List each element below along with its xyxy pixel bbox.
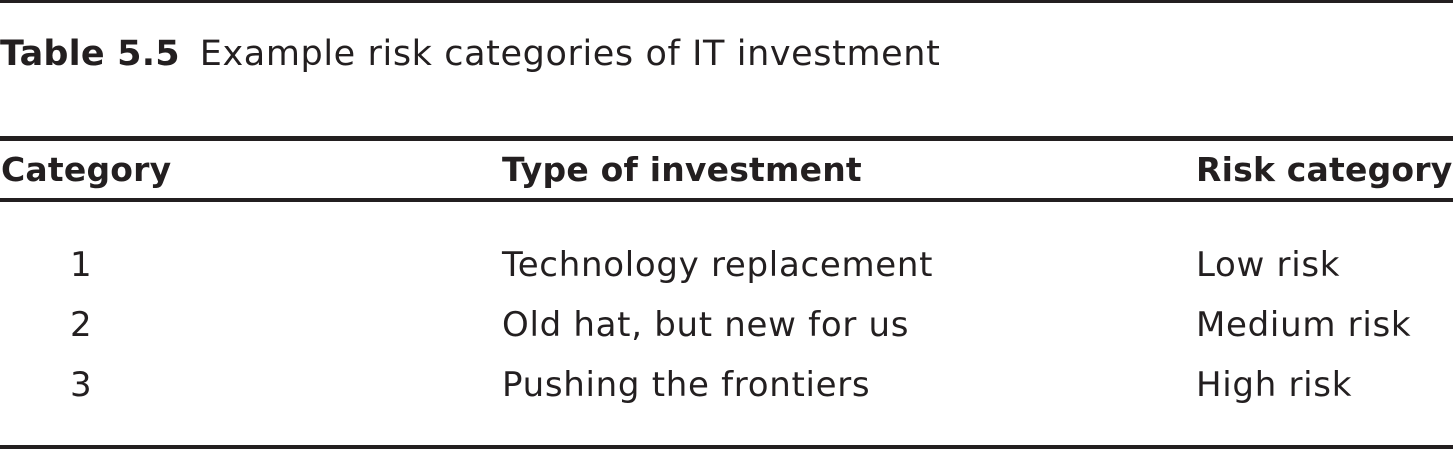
category-cell: 1	[70, 245, 93, 285]
table-row: 2 Old hat, but new for us Medium risk	[0, 303, 1453, 347]
bottom-rule	[0, 445, 1453, 449]
table-number: Table 5.5	[0, 34, 180, 74]
column-header-risk-category: Risk category	[1196, 150, 1453, 189]
type-of-investment-cell: Old hat, but new for us	[502, 305, 910, 345]
risk-category-cell: Low risk	[1196, 245, 1341, 285]
type-of-investment-cell: Pushing the frontiers	[502, 365, 871, 405]
top-rule	[0, 0, 1453, 3]
header-bottom-rule	[0, 198, 1453, 202]
category-cell: 3	[70, 365, 93, 405]
column-header-category: Category	[1, 150, 172, 189]
risk-category-cell: High risk	[1196, 365, 1353, 405]
table-row: 1 Technology replacement Low risk	[0, 243, 1453, 287]
table-title: Example risk categories of IT investment	[199, 34, 941, 74]
type-of-investment-cell: Technology replacement	[502, 245, 934, 285]
table-caption: Table 5.5 Example risk categories of IT i…	[0, 32, 940, 76]
header-top-rule	[0, 136, 1453, 141]
table-row: 3 Pushing the frontiers High risk	[0, 363, 1453, 407]
risk-category-cell: Medium risk	[1196, 305, 1412, 345]
column-header-type-of-investment: Type of investment	[502, 150, 862, 189]
category-cell: 2	[70, 305, 93, 345]
